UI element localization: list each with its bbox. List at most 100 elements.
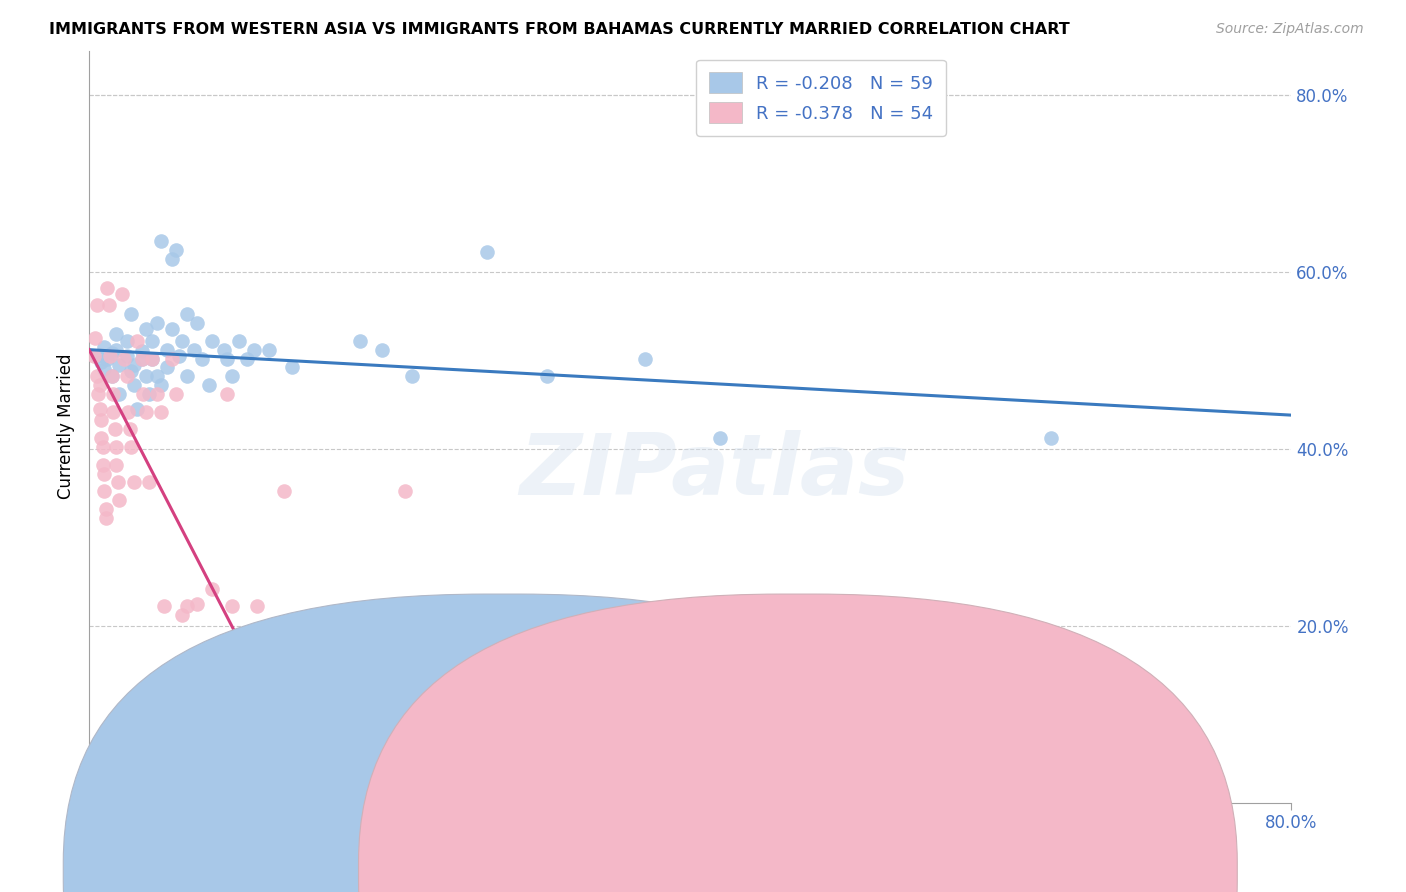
Point bbox=[127, 401, 149, 416]
Point bbox=[90, 431, 112, 445]
Point bbox=[105, 326, 128, 341]
Point bbox=[115, 349, 138, 363]
Point bbox=[111, 287, 134, 301]
Point bbox=[150, 378, 173, 392]
Point bbox=[94, 502, 117, 516]
Point bbox=[145, 387, 167, 401]
Point bbox=[93, 484, 115, 499]
Point bbox=[214, 343, 236, 357]
Point bbox=[176, 307, 198, 321]
Point bbox=[236, 351, 259, 366]
Point bbox=[118, 422, 141, 436]
Point bbox=[135, 369, 157, 384]
Point bbox=[141, 351, 163, 366]
Point bbox=[83, 349, 105, 363]
Point bbox=[108, 358, 131, 372]
Text: IMMIGRANTS FROM WESTERN ASIA VS IMMIGRANTS FROM BAHAMAS CURRENTLY MARRIED CORREL: IMMIGRANTS FROM WESTERN ASIA VS IMMIGRAN… bbox=[49, 22, 1070, 37]
Text: Immigrants from Western Asia: Immigrants from Western Asia bbox=[534, 863, 779, 877]
Point bbox=[145, 369, 167, 384]
Point bbox=[349, 334, 371, 348]
Point bbox=[281, 360, 304, 375]
Point bbox=[145, 316, 167, 330]
Point bbox=[186, 316, 208, 330]
Point bbox=[160, 351, 183, 366]
Point bbox=[131, 351, 153, 366]
Point bbox=[122, 378, 145, 392]
Point bbox=[228, 334, 250, 348]
Point bbox=[156, 343, 179, 357]
Point bbox=[167, 349, 190, 363]
Point bbox=[120, 440, 142, 454]
Point bbox=[100, 369, 122, 384]
Point bbox=[135, 404, 157, 418]
Point bbox=[89, 401, 111, 416]
Point bbox=[100, 346, 122, 360]
Point bbox=[156, 360, 179, 375]
Point bbox=[84, 331, 107, 345]
Point bbox=[132, 387, 155, 401]
Point bbox=[100, 369, 122, 384]
Point bbox=[131, 344, 153, 359]
Point bbox=[221, 599, 243, 614]
Point bbox=[160, 252, 183, 266]
Point bbox=[150, 234, 173, 248]
Point bbox=[259, 343, 281, 357]
Point bbox=[101, 404, 124, 418]
Point bbox=[90, 413, 112, 427]
Point bbox=[91, 440, 114, 454]
Point bbox=[176, 599, 198, 614]
Point bbox=[371, 343, 394, 357]
Point bbox=[86, 369, 108, 384]
Point bbox=[96, 281, 118, 295]
Point bbox=[246, 599, 269, 614]
Point bbox=[198, 378, 221, 392]
Point bbox=[94, 510, 117, 524]
Point bbox=[172, 608, 194, 623]
Point bbox=[89, 378, 111, 392]
Point bbox=[93, 340, 115, 354]
Point bbox=[477, 245, 499, 260]
Point bbox=[105, 440, 128, 454]
Point bbox=[165, 387, 187, 401]
Point bbox=[394, 484, 416, 499]
Point bbox=[191, 351, 214, 366]
Point bbox=[243, 343, 266, 357]
Point bbox=[115, 369, 138, 384]
Point bbox=[201, 334, 224, 348]
Point bbox=[112, 351, 135, 366]
Point bbox=[141, 334, 163, 348]
Point bbox=[201, 582, 224, 596]
Point bbox=[105, 343, 128, 357]
Point bbox=[401, 369, 423, 384]
Point bbox=[709, 431, 731, 445]
Point bbox=[217, 387, 239, 401]
Point bbox=[87, 387, 110, 401]
Point bbox=[186, 597, 208, 611]
Point bbox=[127, 334, 149, 348]
Point bbox=[96, 351, 118, 366]
Point bbox=[160, 322, 183, 336]
Point bbox=[120, 364, 142, 378]
Point bbox=[138, 475, 160, 490]
Point bbox=[1039, 431, 1062, 445]
Point bbox=[150, 404, 173, 418]
Point bbox=[634, 351, 657, 366]
Point bbox=[86, 298, 108, 312]
Point bbox=[90, 355, 112, 369]
Point bbox=[105, 458, 128, 472]
Point bbox=[221, 369, 243, 384]
Point bbox=[536, 369, 558, 384]
Point bbox=[115, 334, 138, 348]
Text: Immigrants from Bahamas: Immigrants from Bahamas bbox=[815, 863, 1031, 877]
Point bbox=[93, 362, 115, 376]
Point bbox=[117, 404, 139, 418]
Point bbox=[122, 358, 145, 372]
Point bbox=[165, 243, 187, 257]
Point bbox=[97, 298, 120, 312]
Legend: R = -0.208   N = 59, R = -0.378   N = 54: R = -0.208 N = 59, R = -0.378 N = 54 bbox=[696, 60, 946, 136]
Point bbox=[131, 351, 153, 366]
Point bbox=[231, 688, 253, 702]
Point bbox=[86, 349, 108, 363]
Point bbox=[183, 343, 205, 357]
Point bbox=[91, 458, 114, 472]
